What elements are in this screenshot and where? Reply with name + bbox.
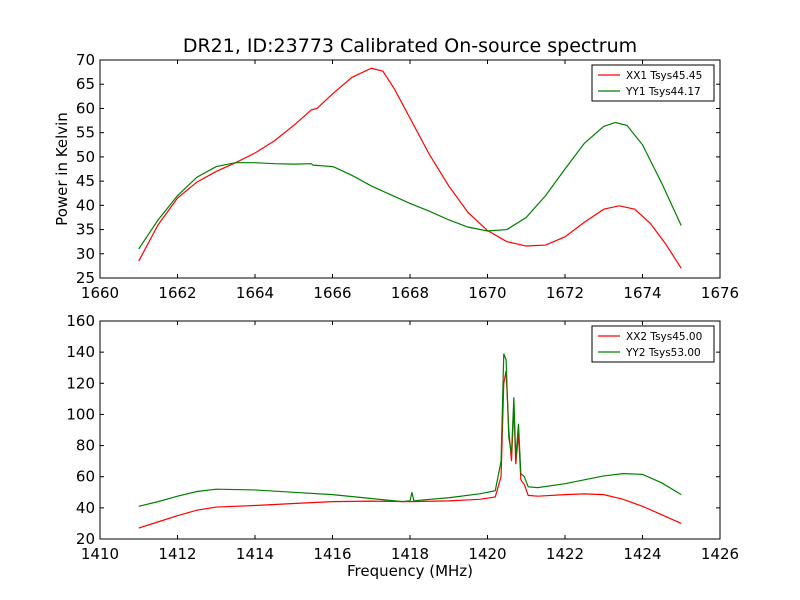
- x-tick-label: 1670: [468, 284, 506, 302]
- x-tick-label: 1660: [81, 284, 119, 302]
- y-axis-title: Power in Kelvin: [53, 112, 71, 226]
- series-line-xx-panel-1: [138, 67, 682, 269]
- x-tick-label: 1674: [623, 284, 661, 302]
- y-tick-label: 25: [76, 269, 95, 287]
- y-tick-label: 40: [76, 196, 95, 214]
- y-tick-label: 70: [76, 51, 95, 69]
- legend-label: XX1 Tsys45.45: [626, 70, 702, 82]
- y-tick-label: 40: [76, 499, 95, 517]
- series-line-yy-panel-1: [138, 121, 682, 250]
- y-tick-label: 45: [76, 172, 95, 190]
- x-tick-label: 1664: [236, 284, 274, 302]
- x-tick-label: 1422: [546, 545, 584, 563]
- x-tick-label: 1676: [701, 284, 739, 302]
- x-tick-label: 1414: [236, 545, 274, 563]
- bottom-panel: 1410 1412 1414 1416 1418 1420 1422 1424 1426 20 40…: [66, 312, 739, 580]
- y-tick-label: 120: [66, 374, 95, 392]
- x-tick-label: 1666: [313, 284, 351, 302]
- x-axis-title: Frequency (MHz): [347, 562, 473, 580]
- y-tick-label: 65: [76, 75, 95, 93]
- legend-label: XX2 Tsys45.00: [626, 331, 702, 343]
- y-tick-label: 140: [66, 343, 95, 361]
- figure-title: DR21, ID:23773 Calibrated On-source spec…: [183, 35, 637, 57]
- legend-panel-2: XX2 Tsys45.00 YY2 Tsys53.00: [591, 325, 715, 363]
- legend-label: YY2 Tsys53.00: [625, 347, 701, 359]
- series-line-yy-panel-2: [138, 353, 682, 507]
- y-tick-label: 55: [76, 124, 95, 142]
- x-tick-label: 1424: [623, 545, 661, 563]
- y-tick-label: 100: [66, 405, 95, 423]
- top-panel: 1660 1662 1664 1666 1668 1670 1672 1674 1676 25 30…: [53, 51, 739, 302]
- y-tick-label: 80: [76, 437, 95, 455]
- y-tick-label: 30: [76, 245, 95, 263]
- y-tick-label: 60: [76, 468, 95, 486]
- y-tick-label: 60: [76, 99, 95, 117]
- x-tick-label: 1420: [468, 545, 506, 563]
- legend-label: YY1 Tsys44.17: [625, 86, 701, 98]
- x-tick-label: 1668: [391, 284, 429, 302]
- y-tick-label: 160: [66, 312, 95, 330]
- y-tick-label: 50: [76, 148, 95, 166]
- y-tick-label: 35: [76, 221, 95, 239]
- x-tick-label: 1416: [313, 545, 351, 563]
- x-tick-label: 1412: [158, 545, 196, 563]
- x-tick-label: 1410: [81, 545, 119, 563]
- x-tick-label: 1418: [391, 545, 429, 563]
- x-tick-label: 1662: [158, 284, 196, 302]
- y-tick-label: 20: [76, 530, 95, 548]
- x-tick-label: 1672: [546, 284, 584, 302]
- x-tick-label: 1426: [701, 545, 739, 563]
- legend-box: [591, 325, 715, 363]
- legend-panel-1: XX1 Tsys45.45 YY1 Tsys44.17: [591, 64, 715, 102]
- legend-box: [591, 64, 715, 102]
